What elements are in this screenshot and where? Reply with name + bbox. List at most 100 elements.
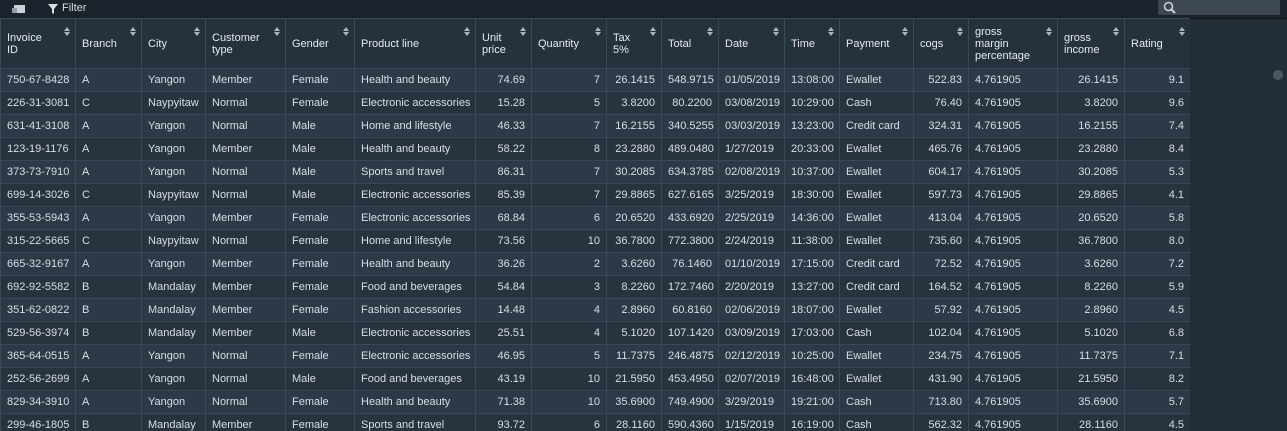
table-cell: 2/20/2019 — [718, 275, 785, 299]
table-cell: Home and lifestyle — [354, 114, 476, 138]
column-header[interactable]: Branch — [75, 18, 142, 69]
table-cell: 6 — [531, 206, 607, 230]
table-cell: 8 — [531, 137, 607, 161]
table-cell: 5.9 — [1124, 275, 1190, 299]
table-cell: Mandalay — [141, 298, 206, 322]
table-row: 750-67-8428 A Yangon Member Female Health and… — [0, 68, 1190, 92]
table-cell: 6 — [531, 413, 607, 431]
table-cell: 16:19:00 — [784, 413, 840, 431]
table-cell: Female — [285, 298, 355, 322]
table-cell: 02/07/2019 — [718, 367, 785, 391]
table-cell: 713.80 — [913, 390, 969, 414]
column-header[interactable]: Date — [718, 18, 785, 69]
column-header[interactable]: gross income — [1057, 18, 1125, 69]
header-text: type — [212, 43, 233, 56]
table-cell: 373-73-7910 — [0, 160, 76, 184]
table-cell: 102.04 — [913, 321, 969, 345]
table-cell: 246.4875 — [661, 344, 719, 368]
table-cell: B — [75, 298, 142, 322]
column-header[interactable]: cogs — [913, 18, 969, 69]
table-cell: Credit card — [839, 252, 914, 276]
table-cell: Male — [285, 183, 355, 207]
table-cell: 57.92 — [913, 298, 969, 322]
header-text: income — [1064, 43, 1100, 56]
table-cell: Mandalay — [141, 321, 206, 345]
column-header[interactable]: Time — [784, 18, 840, 69]
table-cell: Normal — [205, 344, 286, 368]
table-cell: 30.2085 — [1057, 160, 1125, 184]
column-header[interactable]: Invoice ID — [0, 18, 76, 69]
column-header[interactable]: Payment — [839, 18, 914, 69]
table-cell: 4.761905 — [968, 206, 1058, 230]
column-header[interactable]: City — [141, 18, 206, 69]
table-cell: Member — [205, 413, 286, 431]
column-header[interactable]: Product line — [354, 18, 476, 69]
table-cell: 68.84 — [475, 206, 532, 230]
column-header[interactable]: Total — [661, 18, 719, 69]
column-header[interactable]: gross margin percentage — [968, 18, 1058, 69]
table-cell: 750-67-8428 — [0, 68, 76, 92]
table-cell: Cash — [839, 321, 914, 345]
column-header[interactable]: Quantity — [531, 18, 607, 69]
table-cell: 86.31 — [475, 160, 532, 184]
table-cell: 20.6520 — [606, 206, 662, 230]
table-cell: 18:07:00 — [784, 298, 840, 322]
column-header[interactable]: Gender — [285, 18, 355, 69]
table-cell: 4 — [531, 321, 607, 345]
table-cell: A — [75, 137, 142, 161]
table-cell: Female — [285, 390, 355, 414]
table-cell: 634.3785 — [661, 160, 719, 184]
table-cell: 9.6 — [1124, 91, 1190, 115]
table-cell: 1/15/2019 — [718, 413, 785, 431]
table-cell: 11.7375 — [606, 344, 662, 368]
table-cell: 13:23:00 — [784, 114, 840, 138]
table-cell: 4.761905 — [968, 183, 1058, 207]
table-cell: 35.6900 — [606, 390, 662, 414]
table-cell: Electronic accessories — [354, 183, 476, 207]
table-cell: Normal — [205, 390, 286, 414]
table-cell: 4.761905 — [968, 114, 1058, 138]
table-cell: 529-56-3974 — [0, 321, 76, 345]
column-header[interactable]: Unit price — [475, 18, 532, 69]
table-cell: Mandalay — [141, 275, 206, 299]
search-box[interactable] — [1158, 0, 1280, 15]
table-cell: 13:08:00 — [784, 68, 840, 92]
table-cell: Male — [285, 137, 355, 161]
table-cell: Member — [205, 137, 286, 161]
table-cell: 93.72 — [475, 413, 532, 431]
table-row: 252-56-2699 A Yangon Normal Male Food and bev… — [0, 367, 1190, 391]
table-cell: Yangon — [141, 68, 206, 92]
table-cell: 35.6900 — [1057, 390, 1125, 414]
table-cell: 10 — [531, 367, 607, 391]
table-cell: 4.1 — [1124, 183, 1190, 207]
table-cell: 03/03/2019 — [718, 114, 785, 138]
table-cell: 02/08/2019 — [718, 160, 785, 184]
column-header[interactable]: Customer type — [205, 18, 286, 69]
table-cell: Ewallet — [839, 344, 914, 368]
table-cell: Male — [285, 114, 355, 138]
column-header[interactable]: Rating — [1124, 18, 1190, 69]
table-cell: Normal — [205, 229, 286, 253]
table-cell: Electronic accessories — [354, 91, 476, 115]
filter-button[interactable]: Filter — [46, 0, 86, 18]
table-cell: 15.28 — [475, 91, 532, 115]
table-cell: Naypyitaw — [141, 91, 206, 115]
header-text: price — [482, 43, 506, 56]
table-cell: Normal — [205, 91, 286, 115]
table-cell: 02/06/2019 — [718, 298, 785, 322]
table-cell: 5 — [531, 344, 607, 368]
table-row: 355-53-5943 A Yangon Member Female Electronic… — [0, 206, 1190, 230]
table-cell: 772.3800 — [661, 229, 719, 253]
table-cell: Yangon — [141, 206, 206, 230]
table-cell: C — [75, 91, 142, 115]
table-cell: 01/10/2019 — [718, 252, 785, 276]
table-cell: Female — [285, 344, 355, 368]
table-cell: 4.761905 — [968, 390, 1058, 414]
table-cell: 365-64-0515 — [0, 344, 76, 368]
scrollbar-thumb[interactable] — [1273, 70, 1283, 80]
open-icon[interactable] — [10, 0, 30, 18]
column-header[interactable]: Tax 5% — [606, 18, 662, 69]
table-cell: Fashion accessories — [354, 298, 476, 322]
table-cell: 489.0480 — [661, 137, 719, 161]
